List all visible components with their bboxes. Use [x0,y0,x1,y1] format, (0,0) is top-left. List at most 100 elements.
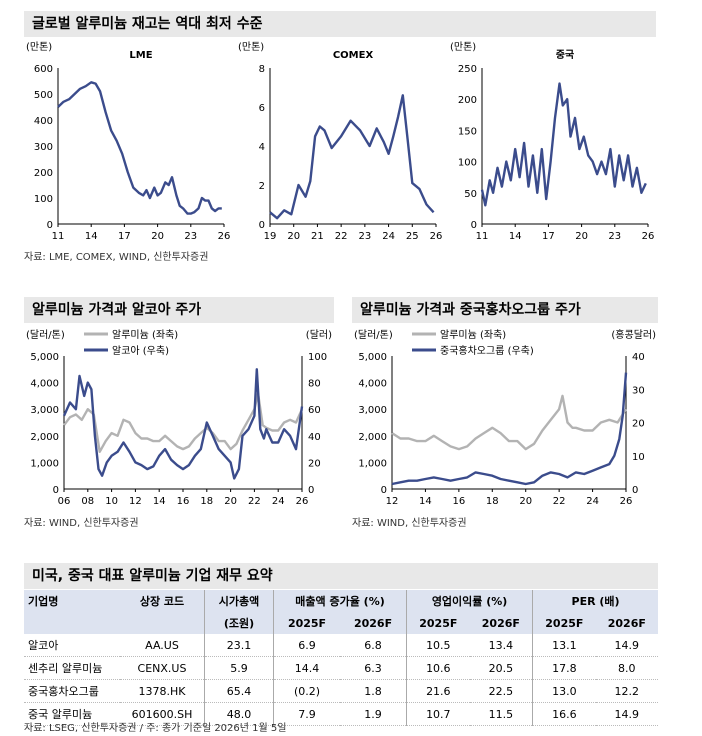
value-cell: 21.6 [406,679,470,703]
x-tick-label: 26 [218,231,231,242]
left-unit-label: (달러/톤) [26,329,65,341]
unit-label: (만톤) [26,41,52,53]
y-tick-label: 100 [458,158,477,169]
right-y-tick-label: 30 [632,385,645,396]
left-y-tick-label: 5,000 [358,352,387,363]
right-y-tick-label: 80 [308,379,321,390]
value-cell: 12.2 [595,679,658,703]
x-tick-label: 26 [620,496,633,507]
left-y-tick-label: 3,000 [358,405,387,416]
subheader-year: 2026F [340,612,407,634]
right-y-tick-label: 60 [308,405,321,416]
subheader-year: 2026F [469,612,533,634]
value-cell: 8.0 [595,656,658,680]
unit-label: (만톤) [238,41,264,53]
value-cell: 23.1 [204,634,274,657]
table-source: 자료: LSEG, 신한투자증권 / 주: 종가 기준일 2026년 1월 5일 [24,723,287,734]
x-tick-label: 06 [58,496,71,507]
value-cell: 13.1 [532,634,596,657]
header-sales-growth: 매출액 증가율 (%) [272,590,407,612]
y-tick-label: 600 [34,64,53,75]
value-cell: 13.4 [469,634,533,657]
table-row: 센추리 알루미늄 CENX.US 5.9 14.4 6.3 10.6 20.5 17.8 8.0 [24,656,658,680]
subheader-empty [24,612,120,634]
header-ticker: 상장 코드 [120,590,205,612]
right-y-tick-label: 20 [308,458,321,469]
x-tick-label: 23 [358,231,371,242]
legend-label: 알루미늄 (좌축) [440,329,506,341]
x-tick-label: 11 [52,231,65,242]
y-tick-label: 400 [34,116,53,127]
x-tick-label: 20 [287,231,300,242]
left-y-tick-label: 2,000 [30,432,59,443]
right-unit-label: (달러) [306,329,332,341]
legend-label: 알루미늄 (좌축) [112,329,178,341]
left-y-tick-label: 0 [381,485,387,496]
y-tick-label: 250 [458,64,477,75]
value-cell: 6.8 [340,634,407,657]
right-y-tick-label: 40 [632,352,645,363]
y-tick-label: 50 [464,189,477,200]
y-tick-label: 0 [259,220,265,231]
y-tick-label: 0 [471,220,477,231]
x-tick-label: 22 [248,496,261,507]
value-cell: 10.6 [406,656,470,680]
x-tick-label: 20 [575,231,588,242]
ticker-cell: AA.US [120,634,205,657]
subheader-year: 2026F [595,612,658,634]
company-name-cell: 알코아 [24,634,120,657]
hongqiao-source: 자료: WIND, 신한투자증권 [352,518,467,529]
right-y-tick-label: 0 [308,485,314,496]
y-tick-label: 2 [259,181,265,192]
subheader-year: 2025F [532,612,596,634]
x-tick-label: 22 [335,231,348,242]
series-line-stock [391,372,628,486]
right-y-tick-label: 0 [632,485,638,496]
table-row: 알코아 AA.US 23.1 6.9 6.8 10.5 13.4 13.1 14.9 [24,634,658,657]
subheader-year: 2025F [273,612,341,634]
value-cell: 20.5 [469,656,533,680]
left-y-tick-label: 1,000 [358,458,387,469]
header-marketcap: 시가총액 [204,590,274,612]
right-unit-label: (홍콩달러) [611,328,656,341]
y-tick-label: 200 [34,168,53,179]
left-y-tick-label: 0 [53,485,59,496]
x-tick-label: 16 [452,496,465,507]
x-tick-label: 20 [151,231,164,242]
x-tick-label: 14 [509,231,522,242]
x-tick-label: 24 [272,496,285,507]
company-name-cell: 센추리 알루미늄 [24,656,120,680]
legend-label: 알코아 (우축) [112,345,169,357]
subheader-unit: (조원) [204,612,274,634]
x-tick-label: 08 [81,496,94,507]
legend-label: 중국홍차오그룹 (우축) [440,344,534,357]
table-header-row: 기업명 상장 코드 시가총액 매출액 증가율 (%) 영업이익률 (%) PER… [24,590,658,612]
value-cell: 5.9 [204,656,274,680]
subheader-empty [120,612,205,634]
top-source: 자료: LME, COMEX, WIND, 신한투자증권 [24,252,209,263]
series-line [480,82,647,207]
value-cell: 14.9 [595,702,658,726]
value-cell: 11.5 [469,702,533,726]
x-tick-label: 26 [430,231,443,242]
ticker-cell: 601600.SH [120,702,205,726]
header-per: PER (배) [532,590,658,612]
y-tick-label: 150 [458,126,477,137]
chart-title: 중국 [556,49,574,61]
top-section-title: 글로벌 알루미늄 재고는 역대 최저 수준 [24,11,656,37]
value-cell: 65.4 [204,679,274,703]
alcoa-price-chart: (달러/톤) (달러) 0 1,000 2,000 3,000 4,000 5,000 0 20 4… [26,329,332,507]
ticker-cell: 1378.HK [120,679,205,703]
x-tick-label: 23 [184,231,197,242]
x-tick-label: 17 [542,231,555,242]
x-tick-label: 24 [586,496,599,507]
value-cell: 7.9 [273,702,341,726]
table-section-title: 미국, 중국 대표 알루미늄 기업 재무 요약 [24,563,658,589]
unit-label: (만톤) [450,41,476,53]
right-y-tick-label: 100 [308,352,327,363]
hongqiao-price-chart: (달러/톤) (홍콩달러)01,0002,0003,0004,0005,00001… [354,328,656,507]
left-y-tick-label: 1,000 [30,458,59,469]
alcoa-source: 자료: WIND, 신한투자증권 [24,518,139,529]
value-cell: 17.8 [532,656,596,680]
